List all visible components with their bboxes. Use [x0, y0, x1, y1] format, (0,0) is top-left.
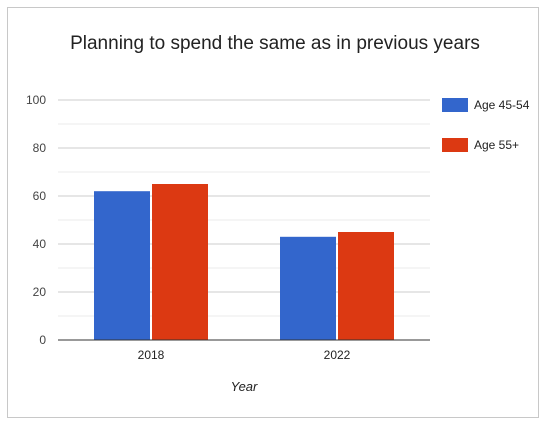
y-tick-label: 0 — [39, 333, 46, 347]
legend-label: Age 45-54 — [474, 98, 530, 112]
y-tick-label: 20 — [33, 285, 47, 299]
x-axis-ticks: 2018 2022 — [138, 348, 351, 362]
x-tick-label: 2018 — [138, 348, 165, 362]
bar-age-45-54-2018 — [94, 191, 150, 340]
y-tick-label: 100 — [26, 93, 46, 107]
bar-age-55--2018 — [152, 184, 208, 340]
y-tick-label: 80 — [33, 141, 47, 155]
y-axis-ticks: 0 20 40 60 80 100 — [26, 93, 46, 347]
chart-title: Planning to spend the same as in previou… — [70, 33, 480, 54]
y-tick-label: 40 — [33, 237, 47, 251]
legend-label: Age 55+ — [474, 138, 519, 152]
bar-age-55--2022 — [338, 232, 394, 340]
x-axis-title: Year — [231, 379, 258, 394]
bars — [94, 184, 394, 340]
bar-age-45-54-2022 — [280, 236, 336, 340]
y-tick-label: 60 — [33, 189, 47, 203]
x-tick-label: 2022 — [324, 348, 351, 362]
legend-swatch — [442, 138, 468, 152]
legend: Age 45-54 Age 55+ — [442, 98, 530, 152]
legend-swatch — [442, 98, 468, 112]
